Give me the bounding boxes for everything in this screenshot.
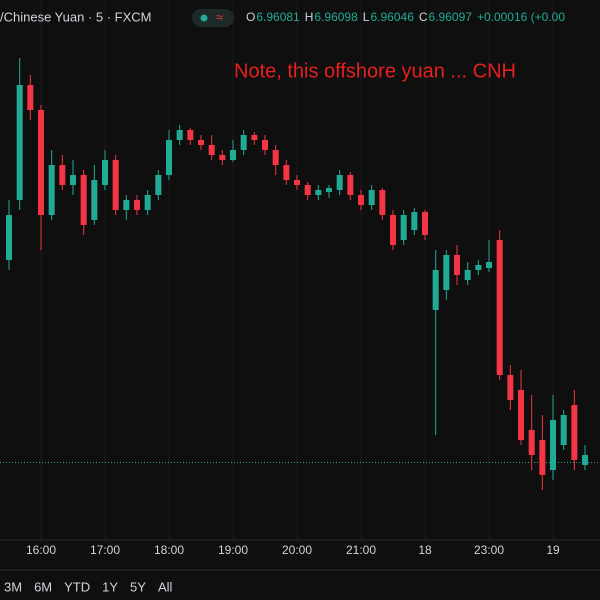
- candle-body: [486, 262, 493, 268]
- range-button[interactable]: 6M: [34, 579, 52, 594]
- x-tick-label: 17:00: [90, 543, 120, 557]
- candle-body: [518, 390, 525, 440]
- candle-body: [16, 85, 23, 200]
- candle-body: [240, 135, 247, 150]
- candle-body: [443, 255, 450, 290]
- x-tick-label: 20:00: [282, 543, 312, 557]
- candle-body: [528, 430, 535, 455]
- candle-body: [475, 265, 482, 270]
- candle-body: [59, 165, 66, 185]
- candle-body: [155, 175, 162, 195]
- candle-body: [198, 140, 205, 145]
- x-tick-label: 16:00: [26, 543, 56, 557]
- candle-body: [582, 455, 589, 465]
- status-pill: [192, 9, 234, 27]
- candle-body: [27, 85, 34, 110]
- candle-body: [6, 215, 12, 260]
- candle-body: [315, 190, 322, 195]
- candle-body: [230, 150, 237, 160]
- candle-body: [80, 175, 87, 225]
- candle-body: [294, 180, 301, 185]
- candle-body: [326, 188, 333, 192]
- candle-body: [112, 160, 119, 210]
- ohlc-legend: O 6.96081 H 6.96098 L 6.96046 C 6.96097 +0.00016…: [246, 10, 565, 24]
- candle-body: [336, 175, 343, 190]
- candle-body: [219, 155, 226, 160]
- candles: [6, 58, 589, 490]
- candle-body: [347, 175, 354, 195]
- candle-body: [102, 160, 109, 185]
- range-button[interactable]: 5Y: [130, 579, 146, 594]
- candle-body: [560, 415, 567, 445]
- candle-body: [496, 240, 503, 375]
- range-toolbar: 3M 6M YTD 1Y 5Y All: [4, 579, 172, 594]
- candle-body: [464, 270, 471, 280]
- x-tick-label: 18: [418, 543, 432, 557]
- candle-body: [91, 180, 98, 220]
- symbol: /Chinese Yuan · 5 · FXCM: [0, 9, 152, 24]
- legend-value: 6.96046: [370, 10, 414, 24]
- x-tick-label: 19:00: [218, 543, 248, 557]
- grid: [0, 0, 600, 540]
- candle-body: [304, 185, 311, 195]
- range-button[interactable]: 1Y: [102, 579, 118, 594]
- candle-body: [368, 190, 375, 205]
- x-tick-label: 23:00: [474, 543, 504, 557]
- candle-body: [539, 440, 546, 475]
- candle-body: [283, 165, 290, 180]
- status-icon: ≈: [216, 9, 223, 24]
- candle-body: [272, 150, 279, 165]
- legend-change: +0.00016 (+0.00: [477, 10, 565, 24]
- candle-body: [390, 215, 397, 245]
- x-tick-label: 19: [546, 543, 560, 557]
- candle-body: [358, 195, 365, 205]
- candle-body: [123, 200, 130, 210]
- candle-body: [411, 212, 418, 230]
- legend-label: O: [246, 10, 255, 24]
- candle-body: [432, 270, 439, 310]
- range-button[interactable]: All: [158, 579, 173, 594]
- legend-value: 6.96097: [429, 10, 473, 24]
- candle-body: [571, 405, 578, 460]
- candle-body: [208, 145, 215, 155]
- candle-body: [166, 140, 173, 175]
- annotation: Note, this offshore yuan ... CNH: [234, 60, 516, 82]
- candle-body: [144, 195, 151, 210]
- x-tick-label: 21:00: [346, 543, 376, 557]
- candle-body: [38, 110, 45, 215]
- range-button[interactable]: YTD: [64, 579, 90, 594]
- candle-body: [176, 130, 183, 140]
- legend-value: 6.96081: [256, 10, 300, 24]
- candle-body: [70, 175, 77, 185]
- candle-body: [48, 165, 55, 215]
- candle-body: [187, 130, 194, 140]
- candle-body: [400, 215, 407, 240]
- candle-body: [422, 212, 429, 235]
- legend-label: H: [305, 10, 314, 24]
- candle-body: [134, 200, 141, 210]
- range-button[interactable]: 3M: [4, 579, 22, 594]
- status-dot: [200, 14, 208, 22]
- candle-body: [550, 420, 557, 470]
- candle-body: [251, 135, 258, 140]
- x-tick-label: 18:00: [154, 543, 184, 557]
- candle-body: [262, 140, 269, 150]
- legend-label: L: [363, 10, 370, 24]
- candle-body: [379, 190, 386, 215]
- candle-body: [454, 255, 461, 275]
- candle-body: [507, 375, 514, 400]
- legend-value: 6.96098: [314, 10, 358, 24]
- legend-label: C: [419, 10, 428, 24]
